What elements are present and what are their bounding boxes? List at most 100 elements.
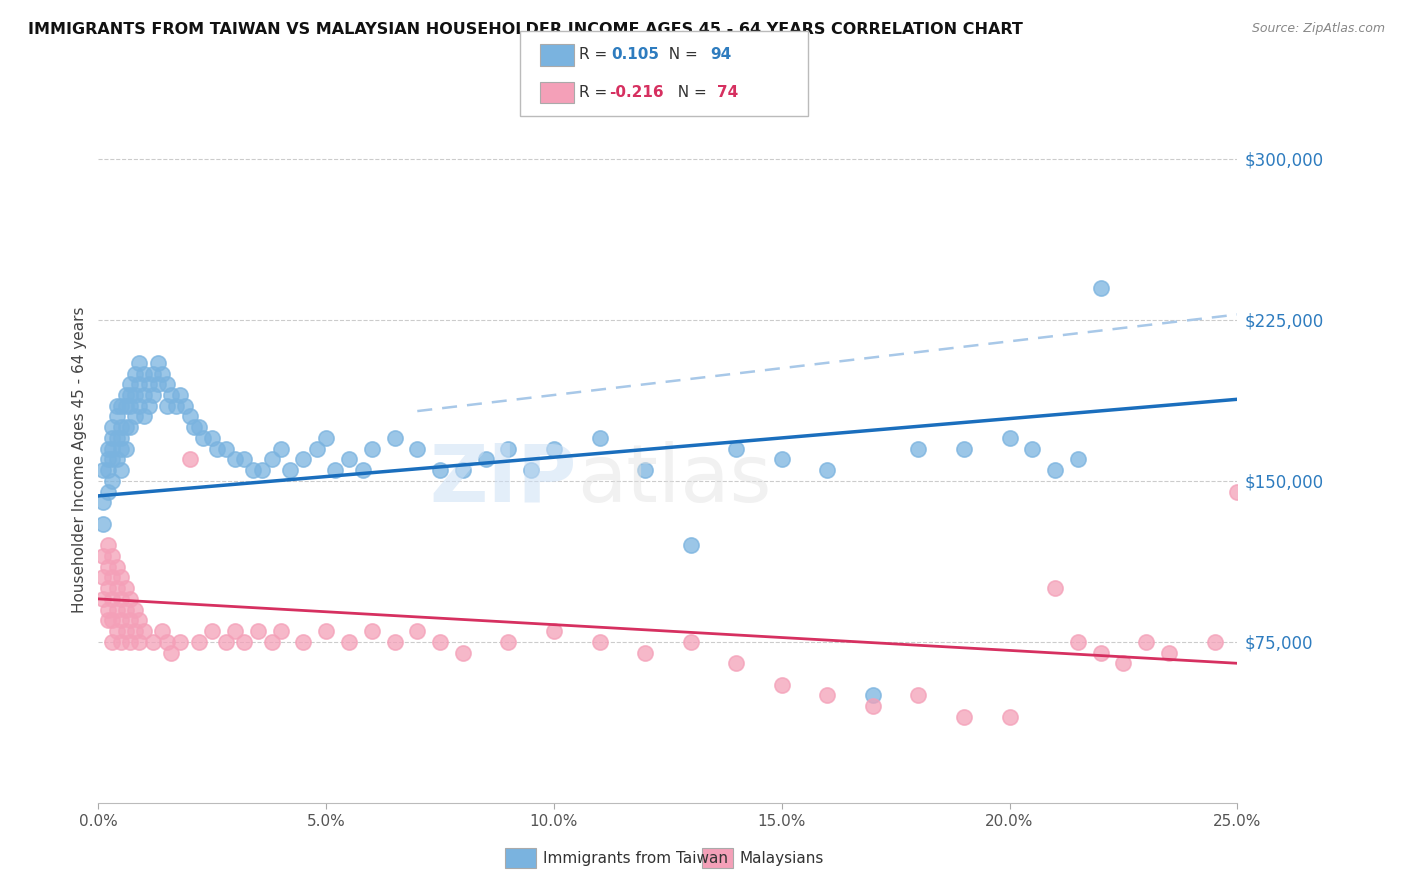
- Point: [169, 388, 191, 402]
- Point: [114, 388, 136, 402]
- Point: [110, 442, 132, 456]
- Point: [110, 399, 132, 413]
- Point: [406, 624, 429, 639]
- Point: [96, 602, 118, 616]
- Point: [862, 699, 884, 714]
- Point: [451, 463, 474, 477]
- Point: [110, 613, 132, 627]
- Point: [1112, 657, 1135, 671]
- Point: [193, 431, 215, 445]
- Point: [128, 613, 150, 627]
- Text: R =: R =: [579, 86, 613, 100]
- Point: [110, 463, 132, 477]
- Point: [114, 581, 136, 595]
- Point: [953, 442, 976, 456]
- Y-axis label: Householder Income Ages 45 - 64 years: Householder Income Ages 45 - 64 years: [72, 306, 87, 613]
- Point: [156, 377, 179, 392]
- Point: [998, 710, 1021, 724]
- Point: [215, 442, 238, 456]
- Text: N =: N =: [659, 47, 703, 62]
- Point: [105, 624, 128, 639]
- Point: [907, 689, 929, 703]
- Point: [998, 431, 1021, 445]
- Point: [1135, 635, 1157, 649]
- Point: [101, 549, 124, 563]
- Text: atlas: atlas: [576, 441, 770, 519]
- Point: [174, 399, 197, 413]
- Point: [101, 420, 124, 434]
- Point: [146, 356, 169, 370]
- Point: [201, 431, 224, 445]
- Point: [101, 570, 124, 584]
- Point: [270, 624, 292, 639]
- Point: [160, 646, 183, 660]
- Point: [179, 452, 201, 467]
- Point: [96, 463, 118, 477]
- Point: [187, 420, 209, 434]
- Point: [105, 452, 128, 467]
- Point: [725, 657, 748, 671]
- Point: [1226, 484, 1249, 499]
- Point: [1090, 280, 1112, 294]
- Point: [132, 409, 155, 424]
- Point: [215, 635, 238, 649]
- Point: [128, 377, 150, 392]
- Point: [120, 377, 142, 392]
- Point: [429, 463, 451, 477]
- Point: [634, 646, 657, 660]
- Point: [156, 399, 179, 413]
- Point: [292, 635, 315, 649]
- Point: [165, 399, 187, 413]
- Point: [101, 452, 124, 467]
- Point: [679, 635, 702, 649]
- Point: [142, 388, 165, 402]
- Point: [815, 689, 838, 703]
- Point: [124, 602, 146, 616]
- Point: [360, 624, 382, 639]
- Point: [105, 409, 128, 424]
- Point: [110, 431, 132, 445]
- Text: -0.216: -0.216: [609, 86, 664, 100]
- Point: [120, 388, 142, 402]
- Text: N =: N =: [668, 86, 711, 100]
- Point: [138, 377, 160, 392]
- Point: [91, 463, 114, 477]
- Point: [132, 624, 155, 639]
- Point: [96, 613, 118, 627]
- Point: [1067, 635, 1090, 649]
- Point: [429, 635, 451, 649]
- Point: [128, 356, 150, 370]
- Point: [101, 613, 124, 627]
- Text: Source: ZipAtlas.com: Source: ZipAtlas.com: [1251, 22, 1385, 36]
- Point: [588, 431, 610, 445]
- Point: [128, 399, 150, 413]
- Point: [114, 624, 136, 639]
- Point: [114, 442, 136, 456]
- Point: [96, 538, 118, 552]
- Point: [307, 442, 329, 456]
- Point: [110, 570, 132, 584]
- Point: [187, 635, 209, 649]
- Point: [953, 710, 976, 724]
- Point: [150, 624, 173, 639]
- Point: [96, 559, 118, 574]
- Point: [110, 591, 132, 606]
- Point: [260, 635, 283, 649]
- Point: [114, 602, 136, 616]
- Point: [179, 409, 201, 424]
- Point: [96, 581, 118, 595]
- Point: [114, 420, 136, 434]
- Point: [96, 484, 118, 499]
- Point: [260, 452, 283, 467]
- Point: [770, 452, 793, 467]
- Text: IMMIGRANTS FROM TAIWAN VS MALAYSIAN HOUSEHOLDER INCOME AGES 45 - 64 YEARS CORREL: IMMIGRANTS FROM TAIWAN VS MALAYSIAN HOUS…: [28, 22, 1024, 37]
- Point: [91, 516, 114, 531]
- Point: [1157, 646, 1180, 660]
- Point: [907, 442, 929, 456]
- Text: Immigrants from Taiwan: Immigrants from Taiwan: [543, 851, 728, 865]
- Point: [323, 463, 346, 477]
- Point: [278, 463, 301, 477]
- Point: [498, 635, 520, 649]
- Point: [1204, 635, 1226, 649]
- Point: [156, 635, 179, 649]
